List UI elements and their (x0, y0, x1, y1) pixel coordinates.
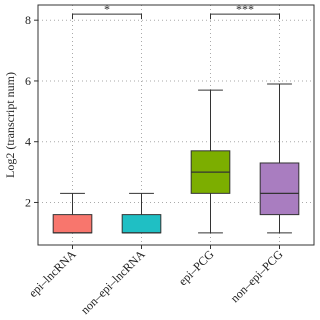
x-tick-label: non–epi–PCG (228, 247, 286, 305)
significance-label: * (104, 2, 110, 16)
box (121, 214, 162, 234)
x-tick-label: epi–lncRNA (26, 247, 79, 300)
plot-frame (37, 4, 315, 246)
significance-bracket (72, 13, 142, 20)
x-tick-label: epi–PCG (176, 247, 217, 288)
box (52, 214, 93, 234)
box (259, 162, 300, 216)
x-tick-label: non–epi–lncRNA (78, 247, 148, 317)
y-axis-label: Log2 (transcript num) (3, 72, 17, 178)
significance-label: *** (236, 2, 254, 16)
y-tick-label: 8 (25, 13, 31, 27)
significance-bracket (210, 13, 280, 20)
y-tick-label: 2 (25, 195, 31, 209)
y-tick-label: 6 (25, 74, 31, 88)
y-tick-label: 4 (25, 135, 31, 149)
